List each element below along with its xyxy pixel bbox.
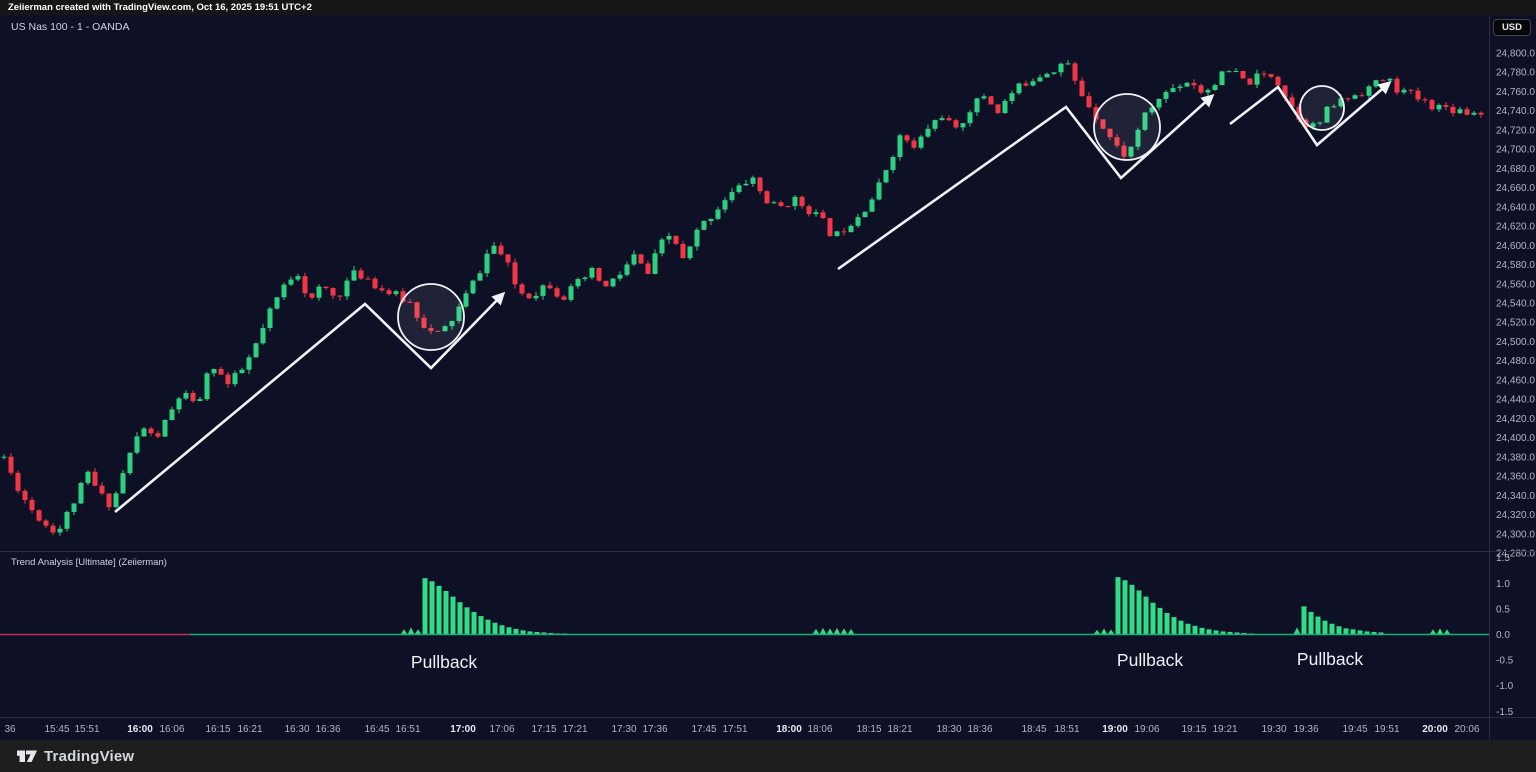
svg-text:24,480.0: 24,480.0: [1496, 356, 1535, 367]
svg-text:16:06: 16:06: [159, 724, 184, 735]
tradingview-brand-text[interactable]: TradingView: [44, 747, 135, 765]
footer-bar: TradingView: [0, 740, 1536, 772]
svg-text:19:00: 19:00: [1102, 724, 1128, 735]
svg-text:19:06: 19:06: [1134, 724, 1159, 735]
svg-text:24,540.0: 24,540.0: [1496, 298, 1535, 309]
svg-text:24,280.0: 24,280.0: [1496, 548, 1535, 559]
attribution-text: Zeiierman created with TradingView.com, …: [8, 2, 312, 13]
svg-text:24,580.0: 24,580.0: [1496, 260, 1535, 271]
svg-text:18:00: 18:00: [776, 724, 802, 735]
svg-text:20:06: 20:06: [1454, 724, 1479, 735]
svg-text:16:30: 16:30: [284, 724, 309, 735]
indicator-title: Trend Analysis [Ultimate] (Zeiierman): [11, 557, 167, 568]
currency-badge[interactable]: USD: [1492, 19, 1531, 36]
svg-text:-1.0: -1.0: [1496, 681, 1514, 692]
svg-text:24,620.0: 24,620.0: [1496, 222, 1535, 233]
svg-text:17:21: 17:21: [562, 724, 587, 735]
svg-text:-0.5: -0.5: [1496, 656, 1514, 667]
tradingview-logo-icon[interactable]: [16, 747, 38, 765]
svg-text:19:30: 19:30: [1261, 724, 1286, 735]
trend-arrows: [114, 81, 1392, 513]
svg-text:16:45: 16:45: [364, 724, 389, 735]
svg-text:18:45: 18:45: [1021, 724, 1046, 735]
time-axis[interactable]: 36 15:45 15:51 16:00 16:06 16:15 16:21 16:30 16:…: [4, 724, 1480, 735]
svg-text:18:21: 18:21: [887, 724, 912, 735]
indicator-histogram: [400, 577, 1451, 635]
svg-text:16:15: 16:15: [205, 724, 230, 735]
svg-text:Pullback: Pullback: [1297, 649, 1363, 669]
svg-text:19:36: 19:36: [1293, 724, 1318, 735]
svg-text:24,600.0: 24,600.0: [1496, 241, 1535, 252]
svg-text:17:00: 17:00: [450, 724, 476, 735]
pane-separators: [0, 15, 1536, 740]
svg-text:24,380.0: 24,380.0: [1496, 452, 1535, 463]
svg-text:19:21: 19:21: [1212, 724, 1237, 735]
svg-text:18:51: 18:51: [1054, 724, 1079, 735]
svg-text:0.5: 0.5: [1496, 604, 1510, 615]
svg-text:18:06: 18:06: [807, 724, 832, 735]
svg-text:-1.5: -1.5: [1496, 707, 1514, 718]
chart-background: [0, 15, 1536, 740]
svg-text:24,320.0: 24,320.0: [1496, 510, 1535, 521]
svg-text:17:15: 17:15: [531, 724, 556, 735]
svg-text:17:36: 17:36: [642, 724, 667, 735]
svg-text:24,400.0: 24,400.0: [1496, 433, 1535, 444]
svg-text:1.0: 1.0: [1496, 579, 1510, 590]
svg-text:16:21: 16:21: [237, 724, 262, 735]
svg-text:18:36: 18:36: [967, 724, 992, 735]
svg-text:16:00: 16:00: [127, 724, 153, 735]
svg-text:1.5: 1.5: [1496, 553, 1510, 564]
svg-text:24,520.0: 24,520.0: [1496, 318, 1535, 329]
price-axis[interactable]: 24,800.0 24,780.0 24,760.0 24,740.0 24,720.0…: [1496, 49, 1535, 560]
pullback-circles: [397, 85, 1345, 351]
svg-text:16:51: 16:51: [395, 724, 420, 735]
svg-text:24,680.0: 24,680.0: [1496, 164, 1535, 175]
svg-text:24,460.0: 24,460.0: [1496, 375, 1535, 386]
svg-text:19:45: 19:45: [1342, 724, 1367, 735]
svg-text:19:15: 19:15: [1181, 724, 1206, 735]
symbol-title: US Nas 100 - 1 - OANDA: [11, 21, 130, 33]
svg-text:24,420.0: 24,420.0: [1496, 414, 1535, 425]
svg-text:24,640.0: 24,640.0: [1496, 202, 1535, 213]
svg-text:24,760.0: 24,760.0: [1496, 87, 1535, 98]
svg-text:17:45: 17:45: [691, 724, 716, 735]
svg-text:18:15: 18:15: [856, 724, 881, 735]
svg-text:18:30: 18:30: [936, 724, 961, 735]
svg-text:24,660.0: 24,660.0: [1496, 183, 1535, 194]
svg-text:15:51: 15:51: [74, 724, 99, 735]
svg-text:24,560.0: 24,560.0: [1496, 279, 1535, 290]
svg-text:Pullback: Pullback: [411, 652, 477, 672]
svg-text:17:30: 17:30: [611, 724, 636, 735]
svg-text:19:51: 19:51: [1374, 724, 1399, 735]
svg-text:17:51: 17:51: [722, 724, 747, 735]
svg-text:24,340.0: 24,340.0: [1496, 491, 1535, 502]
svg-text:24,720.0: 24,720.0: [1496, 125, 1535, 136]
svg-text:15:45: 15:45: [44, 724, 69, 735]
svg-text:24,800.0: 24,800.0: [1496, 49, 1535, 60]
svg-text:20:00: 20:00: [1422, 724, 1448, 735]
svg-text:17:06: 17:06: [489, 724, 514, 735]
svg-text:24,440.0: 24,440.0: [1496, 395, 1535, 406]
pullback-labels: Pullback Pullback Pullback: [411, 649, 1363, 672]
svg-text:24,740.0: 24,740.0: [1496, 106, 1535, 117]
attribution-bar: Zeiierman created with TradingView.com, …: [0, 0, 1536, 15]
svg-text:24,780.0: 24,780.0: [1496, 68, 1535, 79]
svg-text:24,500.0: 24,500.0: [1496, 337, 1535, 348]
svg-text:36: 36: [4, 724, 16, 735]
svg-text:24,300.0: 24,300.0: [1496, 529, 1535, 540]
svg-text:0.0: 0.0: [1496, 630, 1510, 641]
indicator-axis[interactable]: 1.5 1.0 0.5 0.0 -0.5 -1.0 -1.5: [1496, 553, 1514, 718]
svg-text:Pullback: Pullback: [1117, 650, 1183, 670]
svg-text:24,360.0: 24,360.0: [1496, 472, 1535, 483]
svg-text:16:36: 16:36: [315, 724, 340, 735]
svg-text:24,700.0: 24,700.0: [1496, 145, 1535, 156]
